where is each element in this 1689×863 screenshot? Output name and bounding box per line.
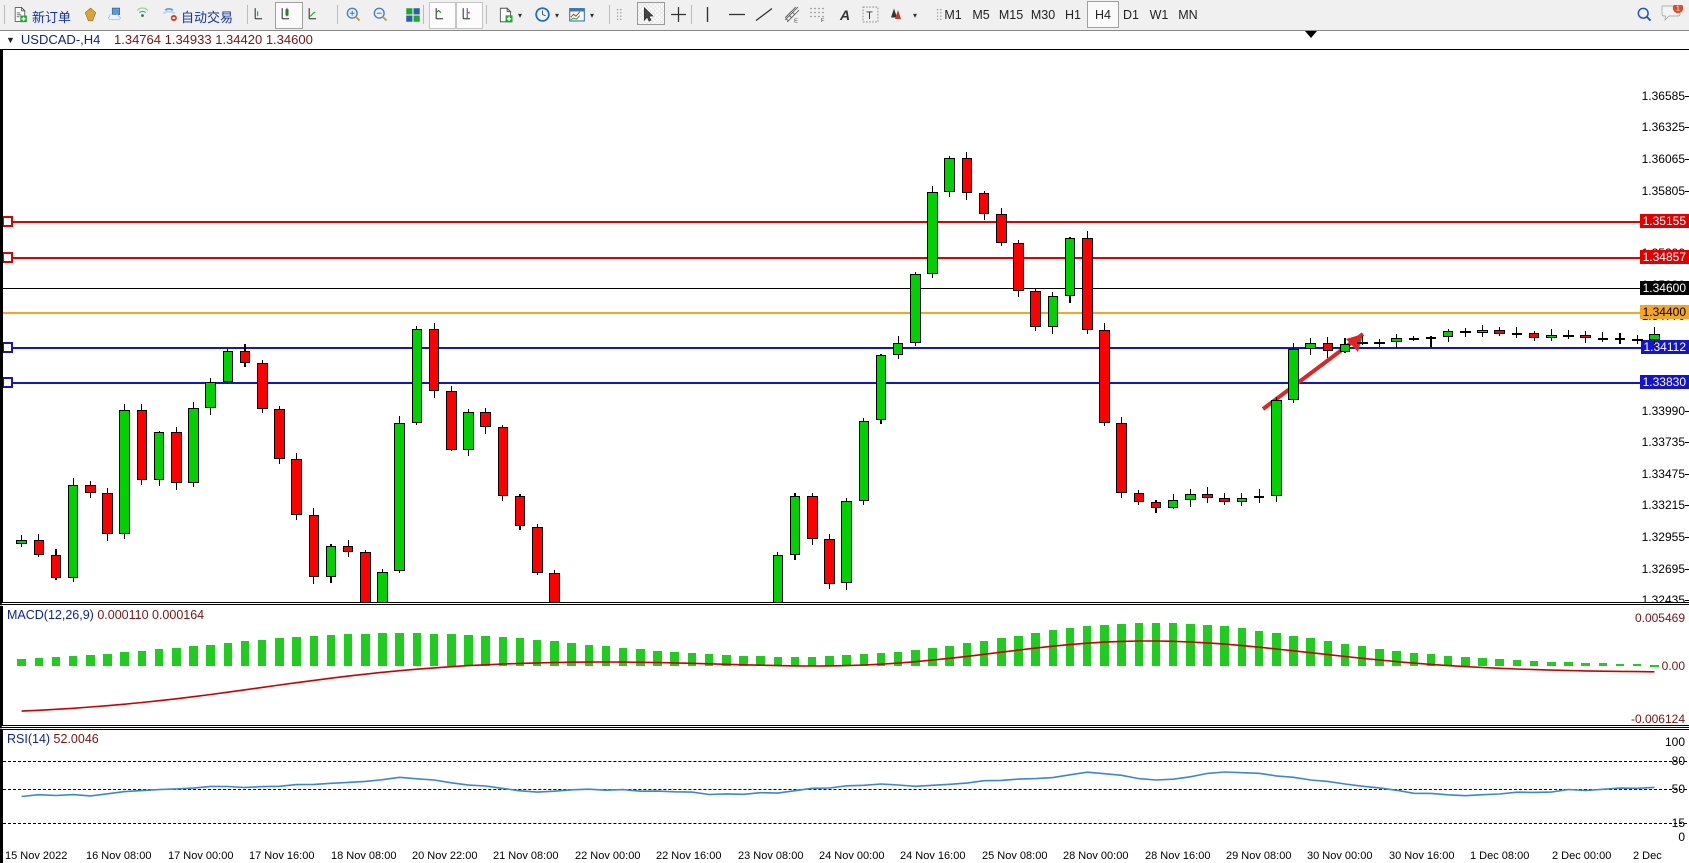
svg-text:F: F bbox=[821, 18, 825, 23]
svg-text:T: T bbox=[866, 10, 873, 22]
svg-text:E: E bbox=[794, 18, 798, 23]
svg-text:1: 1 bbox=[1676, 5, 1680, 12]
